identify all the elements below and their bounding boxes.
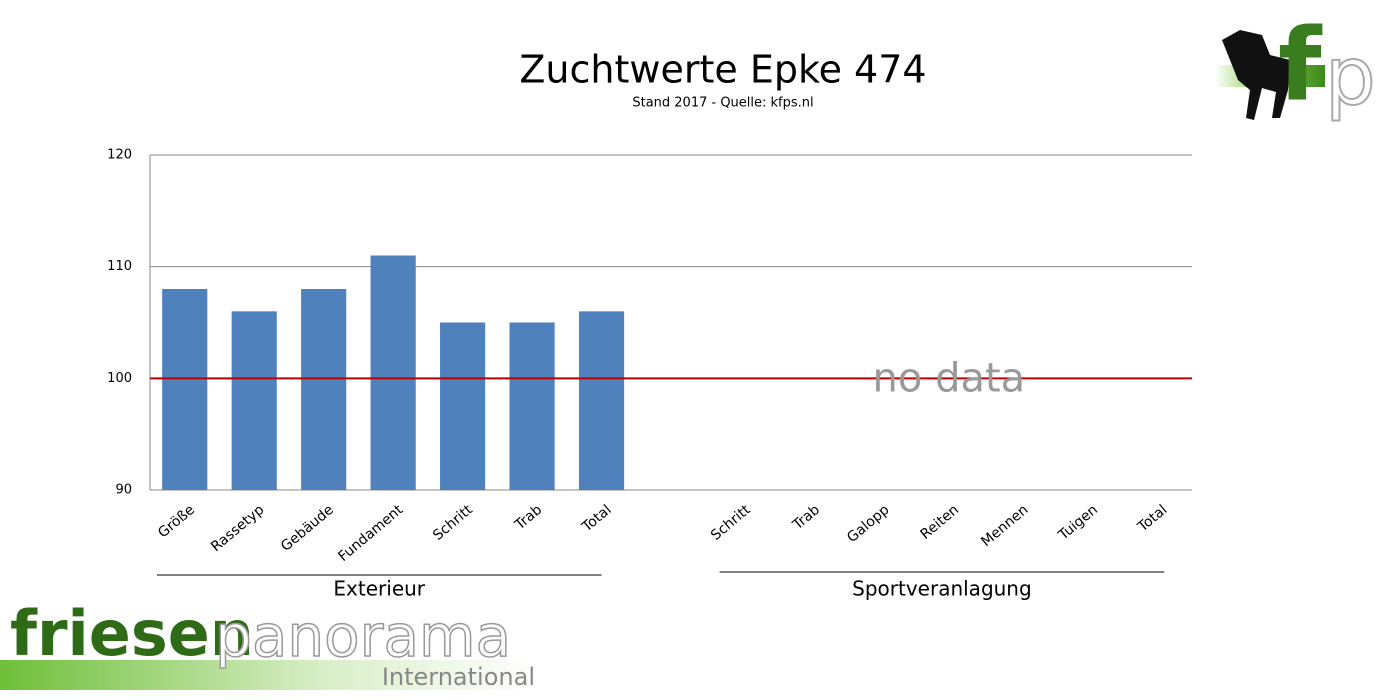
bar	[301, 289, 347, 490]
logo-word: panorama	[215, 602, 511, 670]
bar	[578, 311, 625, 490]
horse-silhouette	[1222, 30, 1290, 120]
bar	[509, 322, 555, 490]
x-tick-label: Mennen	[978, 502, 1031, 550]
x-tick-label: Trab	[511, 502, 545, 534]
x-tick-label: Trab	[789, 502, 823, 534]
x-tick-label: Total	[1134, 502, 1170, 536]
y-tick-label: 120	[107, 148, 132, 163]
x-tick-label: Total	[579, 502, 615, 536]
x-tick-label: Größe	[155, 502, 198, 541]
y-tick-label: 100	[107, 371, 132, 386]
bar	[370, 255, 416, 490]
logo-p: p	[1325, 30, 1376, 123]
logo-bar	[0, 660, 540, 690]
bar	[440, 322, 486, 490]
x-tick-label: Rassetyp	[208, 502, 267, 555]
x-tick-label: Gebäude	[278, 502, 337, 555]
logo-f: f	[1278, 6, 1323, 123]
bar	[162, 289, 208, 490]
x-tick-label: Schritt	[708, 502, 754, 544]
chart-title: Zuchtwerte Epke 474	[519, 48, 926, 92]
logo-word: friesen	[10, 597, 254, 670]
corner-logo: f p	[1215, 6, 1377, 124]
y-tick-label: 90	[115, 483, 132, 498]
x-tick-label: Galopp	[844, 502, 892, 546]
chart-subtitle: Stand 2017 - Quelle: kfps.nl	[632, 96, 813, 111]
bottom-logo: friesen panorama International	[0, 597, 540, 691]
x-tick-label: Tuigen	[1055, 502, 1101, 544]
x-tick-label: Fundament	[335, 502, 406, 565]
group-label: Exterieur	[333, 577, 425, 601]
y-tick-label: 110	[107, 259, 132, 274]
annotation: no data	[873, 355, 1026, 401]
x-tick-label: Schritt	[430, 502, 476, 544]
bar	[231, 311, 277, 490]
x-tick-label: Reiten	[918, 502, 962, 543]
logo-subtitle: International	[382, 663, 535, 691]
group-label: Sportveranlagung	[852, 577, 1032, 601]
